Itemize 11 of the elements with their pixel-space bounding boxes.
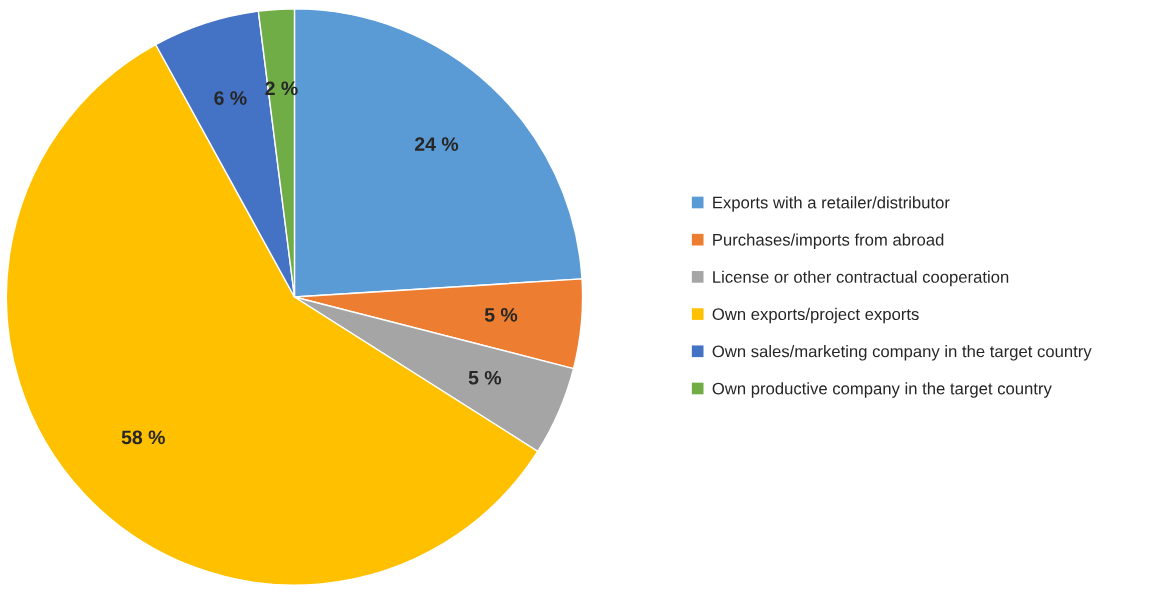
legend-label: Own exports/project exports [712, 307, 919, 324]
legend-label: License or other contractual cooperation [713, 270, 1009, 287]
data-label: 5 % [468, 370, 502, 385]
legend-label: Own productive company in the target country [712, 382, 1052, 398]
data-label: 5 % [484, 308, 518, 322]
data-label: 24 % [414, 137, 459, 151]
legend-label: Exports with a retailer/distributor [713, 196, 950, 212]
data-label: 58 % [121, 430, 165, 445]
legend-label: Own sales/marketing company in the target country [712, 345, 1092, 361]
legend-label: Purchases/imports from abroad [713, 233, 944, 249]
data-label: 6 % [214, 91, 247, 105]
